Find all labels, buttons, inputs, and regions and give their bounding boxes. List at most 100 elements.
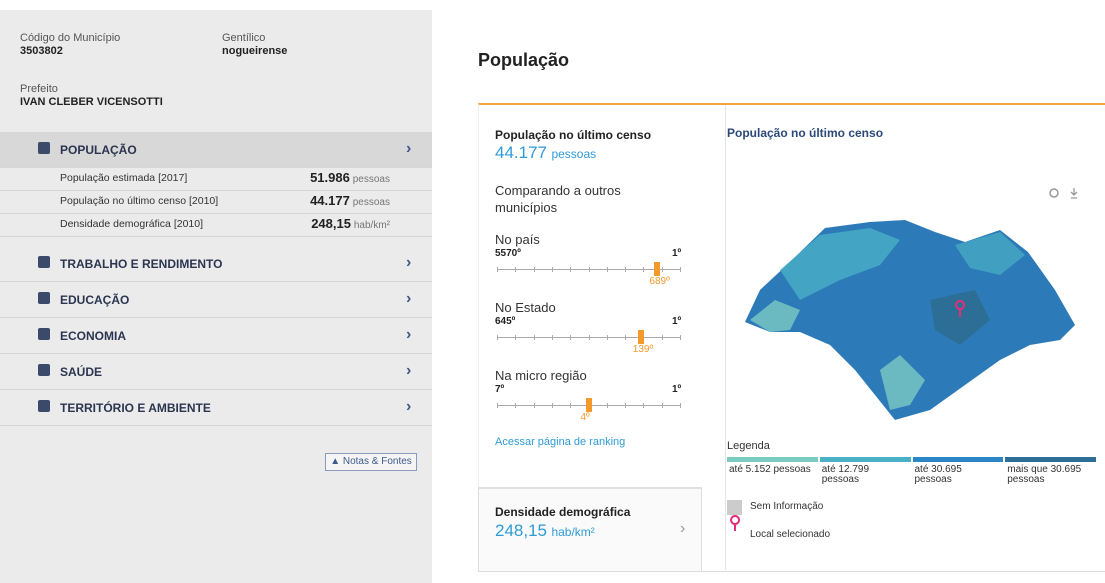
- mayor-label: Prefeito: [20, 83, 58, 95]
- census-value: 44.177: [495, 143, 547, 162]
- menu-icon: [38, 256, 50, 268]
- menu-item[interactable]: TERRITÓRIO E AMBIENTE ›: [0, 390, 432, 426]
- pin-icon: [730, 515, 741, 532]
- menu-item[interactable]: EDUCAÇÃO ›: [0, 282, 432, 318]
- stat-label: População estimada [2017]: [60, 172, 188, 184]
- ranking-link[interactable]: Acessar página de ranking: [495, 436, 626, 448]
- stat: 248,15 hab/km²: [311, 216, 390, 231]
- sidebar: [0, 10, 432, 583]
- census: 44.177 pessoas: [495, 143, 596, 163]
- rank-tick: [551, 403, 553, 408]
- rank-tick: [606, 267, 608, 272]
- menu-chevron: ›: [406, 140, 412, 157]
- density-chevron: ›: [680, 520, 686, 537]
- rank-tick: [625, 403, 627, 408]
- stat-label: População no último censo [2010]: [60, 195, 219, 207]
- code-label: Código do Município: [20, 32, 121, 44]
- zoom-icon[interactable]: [1049, 188, 1059, 198]
- stat-value: 248,15: [311, 216, 351, 231]
- map-title: População no último censo: [727, 126, 884, 140]
- rank-top: 1º: [672, 248, 682, 259]
- rank-tick: [533, 267, 535, 272]
- census-unit: pessoas: [551, 147, 597, 161]
- gentilic-value: nogueirense: [222, 45, 288, 57]
- rank-tick: [551, 335, 553, 340]
- density: 248,15 hab/km²: [495, 521, 595, 541]
- rank-tick: [680, 335, 681, 340]
- rank-marker: [637, 330, 644, 344]
- rank-tick: [497, 267, 498, 272]
- density-label: Densidade demográfica: [495, 505, 631, 519]
- stat-row: População estimada [2017] 51.986 pessoas: [0, 167, 432, 191]
- rank-tick: [588, 267, 590, 272]
- stat-row: Densidade demográfica [2010] 248,15 hab/k…: [0, 213, 432, 237]
- divider: [725, 105, 726, 570]
- rank-tick: [515, 403, 517, 408]
- menu-item[interactable]: TRABALHO E RENDIMENTO ›: [0, 246, 432, 282]
- stat-row: População no último censo [2010] 44.177 p…: [0, 190, 432, 214]
- rank-tick: [497, 335, 498, 340]
- legend-swatch: [819, 457, 911, 462]
- rank-tick: [551, 267, 553, 272]
- density-box[interactable]: [478, 487, 702, 572]
- menu-chevron: ›: [406, 362, 412, 379]
- rank-position: 4º: [580, 412, 590, 423]
- density-unit: hab/km²: [551, 525, 595, 539]
- rank-label: No país: [495, 232, 540, 247]
- card: [478, 103, 1105, 572]
- menu-label: POPULAÇÃO: [60, 143, 137, 157]
- download-icon[interactable]: [1070, 188, 1078, 199]
- map-region: [880, 355, 925, 410]
- map-region: [955, 232, 1025, 275]
- rank-tick: [661, 403, 663, 408]
- menu-item[interactable]: SAÚDE ›: [0, 354, 432, 390]
- legend-label: até 30.695 pessoas: [914, 464, 962, 485]
- map-region: [930, 290, 990, 345]
- menu-label: TERRITÓRIO E AMBIENTE: [60, 401, 211, 415]
- notes-button[interactable]: ▲ Notas & Fontes: [325, 453, 417, 471]
- stat: 44.177 pessoas: [310, 193, 390, 208]
- rank-total: 5570º: [495, 248, 521, 259]
- no-info: Sem Informação: [750, 501, 824, 512]
- menu-chevron: ›: [406, 254, 412, 271]
- legend-label: até 5.152 pessoas: [729, 464, 811, 475]
- rank-tick: [570, 267, 572, 272]
- rank-tick: [515, 335, 517, 340]
- menu-chevron: ›: [406, 398, 412, 415]
- stat-value: 44.177: [310, 193, 350, 208]
- rank-tick: [588, 335, 590, 340]
- code-value: 3503802: [20, 45, 63, 57]
- comparing: Comparando a outros municípios: [495, 183, 621, 215]
- density-value: 248,15: [495, 521, 547, 540]
- rank-tick: [625, 267, 627, 272]
- rank-tick: [533, 335, 535, 340]
- menu-label: ECONOMIA: [60, 329, 126, 343]
- map-region: [780, 228, 900, 300]
- census-label: População no último censo: [495, 128, 652, 142]
- menu-label: EDUCAÇÃO: [60, 293, 130, 307]
- rank-top: 1º: [672, 384, 682, 395]
- map-region: [750, 300, 800, 332]
- menu-item[interactable]: POPULAÇÃO ›: [0, 132, 432, 168]
- menu-icon: [38, 328, 50, 340]
- no-info-swatch: [727, 500, 742, 515]
- menu-label: TRABALHO E RENDIMENTO: [60, 257, 223, 271]
- stat-unit: pessoas: [352, 174, 390, 185]
- menu-icon: [38, 292, 50, 304]
- legend-swatch: [912, 457, 1004, 462]
- stat-label: Densidade demográfica [2010]: [60, 218, 204, 230]
- rank-position: 689º: [649, 276, 670, 287]
- rank-tick: [625, 335, 627, 340]
- mayor-value: IVAN CLEBER VICENSOTTI: [20, 96, 163, 108]
- legend-swatch: [727, 457, 818, 462]
- rank-tick: [680, 403, 681, 408]
- rank-tick: [497, 403, 498, 408]
- menu-item[interactable]: ECONOMIA ›: [0, 318, 432, 354]
- menu-icon: [38, 400, 50, 412]
- rank-tick: [606, 403, 608, 408]
- rank-tick: [570, 403, 572, 408]
- rank-position: 139º: [632, 344, 654, 355]
- rank-total: 7º: [495, 384, 505, 395]
